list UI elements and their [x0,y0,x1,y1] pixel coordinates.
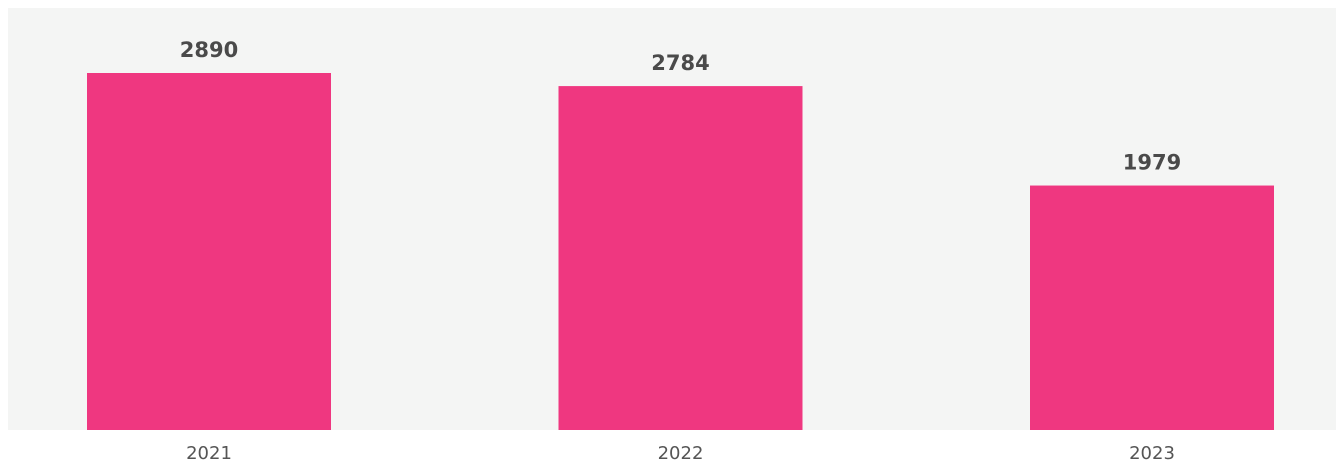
bar [87,73,331,430]
bar [1030,185,1274,430]
x-tick-label: 2021 [186,443,232,464]
bar [558,86,803,430]
data-label: 2890 [180,38,238,62]
x-tick-label: 2022 [658,443,704,464]
data-label: 2784 [651,51,709,75]
data-label: 1979 [1123,151,1181,175]
x-tick-label: 2023 [1129,443,1175,464]
